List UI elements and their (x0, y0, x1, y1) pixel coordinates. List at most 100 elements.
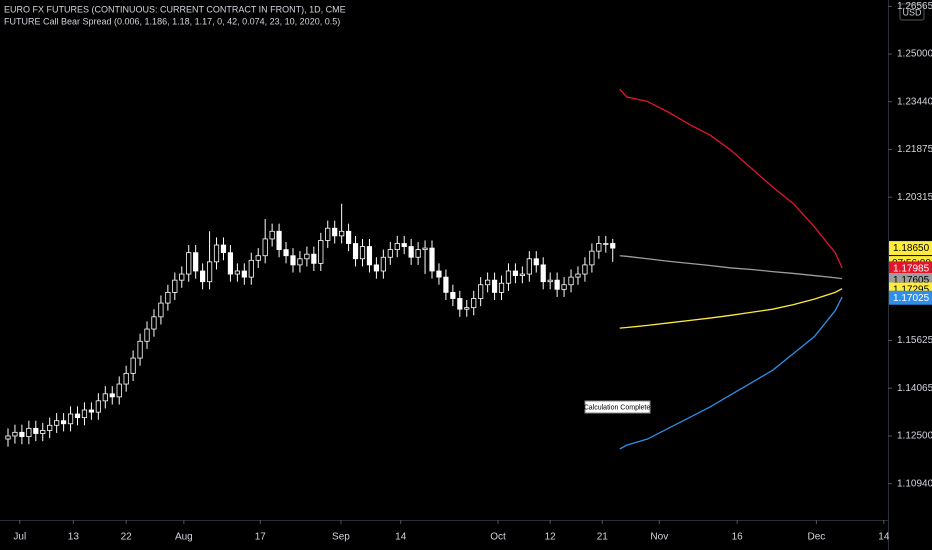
candle-body (297, 258, 303, 266)
candle-body (547, 279, 553, 283)
status-text: Calculation Complete (584, 404, 651, 411)
price-tag (889, 261, 932, 276)
candle-body (5, 435, 11, 440)
candle-body (464, 307, 470, 310)
candle-body (130, 357, 136, 374)
currency: USD (902, 7, 922, 17)
candle-body (123, 372, 129, 385)
candle-body (561, 284, 567, 290)
candle-body (332, 227, 338, 237)
candle-body (220, 244, 227, 254)
candle-body (352, 243, 359, 260)
candle-body (165, 291, 171, 304)
candle-body (290, 255, 296, 266)
x-tick-label: Sep (332, 532, 350, 543)
y-tick-label: 1.20315 (897, 192, 932, 203)
candle-body (88, 409, 95, 413)
candle-body (582, 264, 588, 275)
candle-body (575, 273, 581, 278)
x-tick-label: Aug (175, 532, 193, 543)
price-tag (889, 241, 932, 256)
candle-body (596, 243, 602, 252)
candle-body (33, 427, 39, 434)
candle-body (422, 247, 428, 251)
price-tag-label: 1.17025 (893, 293, 930, 304)
price-tag-label: 1.17985 (893, 264, 930, 275)
x-tick-label: Oct (490, 532, 506, 543)
candle-body (505, 270, 512, 284)
y-tick-label: 1.25000 (897, 49, 932, 60)
candle-body (366, 246, 373, 266)
candle-body (12, 431, 18, 437)
y-tick-label: 1.26565 (897, 1, 932, 12)
candle-body (137, 340, 143, 359)
candle-body (95, 400, 101, 413)
candle-body (116, 383, 122, 398)
candle-body (491, 279, 498, 293)
candle-body (47, 424, 53, 431)
x-tick-label: 14 (878, 532, 890, 543)
candle-body (172, 279, 178, 293)
y-tick-label: 1.21875 (897, 144, 932, 155)
candle-body (26, 427, 32, 437)
currency-box[interactable] (899, 3, 925, 21)
candle-body (193, 252, 199, 272)
candle-body (283, 249, 289, 257)
candle-body (144, 328, 150, 342)
candle-body (248, 259, 254, 278)
candle-body (478, 284, 484, 299)
price-tag-label: 1.17605 (893, 275, 930, 286)
projection-line (619, 288, 843, 329)
candle-body (227, 252, 234, 275)
candle-body (443, 276, 449, 293)
status-tooltip: Calculation Complete (584, 400, 651, 414)
candle-body (213, 244, 220, 263)
candle-body (359, 246, 366, 260)
candle-body (61, 420, 67, 425)
y-tick-label: 1.15625 (897, 335, 932, 346)
candle-body (436, 270, 442, 278)
y-tick-label: 1.23440 (897, 96, 932, 107)
candle-body (512, 270, 519, 276)
chart-title: EURO FX FUTURES (CONTINUOUS: CURRENT CON… (4, 4, 346, 14)
candle-body (603, 243, 609, 245)
candle-body (589, 250, 595, 266)
y-tick-label: 1.10940 (897, 478, 932, 489)
candle-body (380, 256, 386, 272)
candle-body (450, 291, 456, 299)
projection-line (619, 255, 843, 280)
candle-body (429, 247, 435, 272)
candle-body (533, 258, 539, 266)
candle-body (40, 430, 46, 434)
candle-body (179, 273, 185, 281)
candle-body (540, 264, 546, 283)
candle-body (255, 255, 261, 261)
candle-body (19, 431, 25, 437)
candle-body (241, 270, 247, 278)
x-tick-label: 21 (597, 532, 609, 543)
candle-body (345, 230, 352, 244)
candle-body (67, 413, 74, 425)
y-tick-label: 1.14065 (897, 383, 932, 394)
candle-body (415, 249, 421, 258)
candle-body (610, 243, 616, 249)
candle-body (151, 316, 157, 330)
candle-body (471, 298, 477, 309)
candle-body (485, 279, 491, 286)
candle-body (269, 230, 275, 240)
price-tag-label: 1.18650 (893, 243, 930, 254)
x-tick-label: 12 (545, 532, 557, 543)
candle-body (200, 270, 206, 283)
candle-body (457, 298, 463, 310)
candle-body (519, 273, 525, 276)
candle-body (568, 276, 574, 286)
candle-body (373, 264, 380, 272)
x-tick-label: 17 (255, 532, 267, 543)
indicator-title: FUTURE Call Bear Spread (0.006, 1.186, 1… (4, 16, 340, 26)
candle-body (498, 282, 505, 293)
candle-body (109, 393, 115, 398)
candle-body (304, 253, 310, 260)
